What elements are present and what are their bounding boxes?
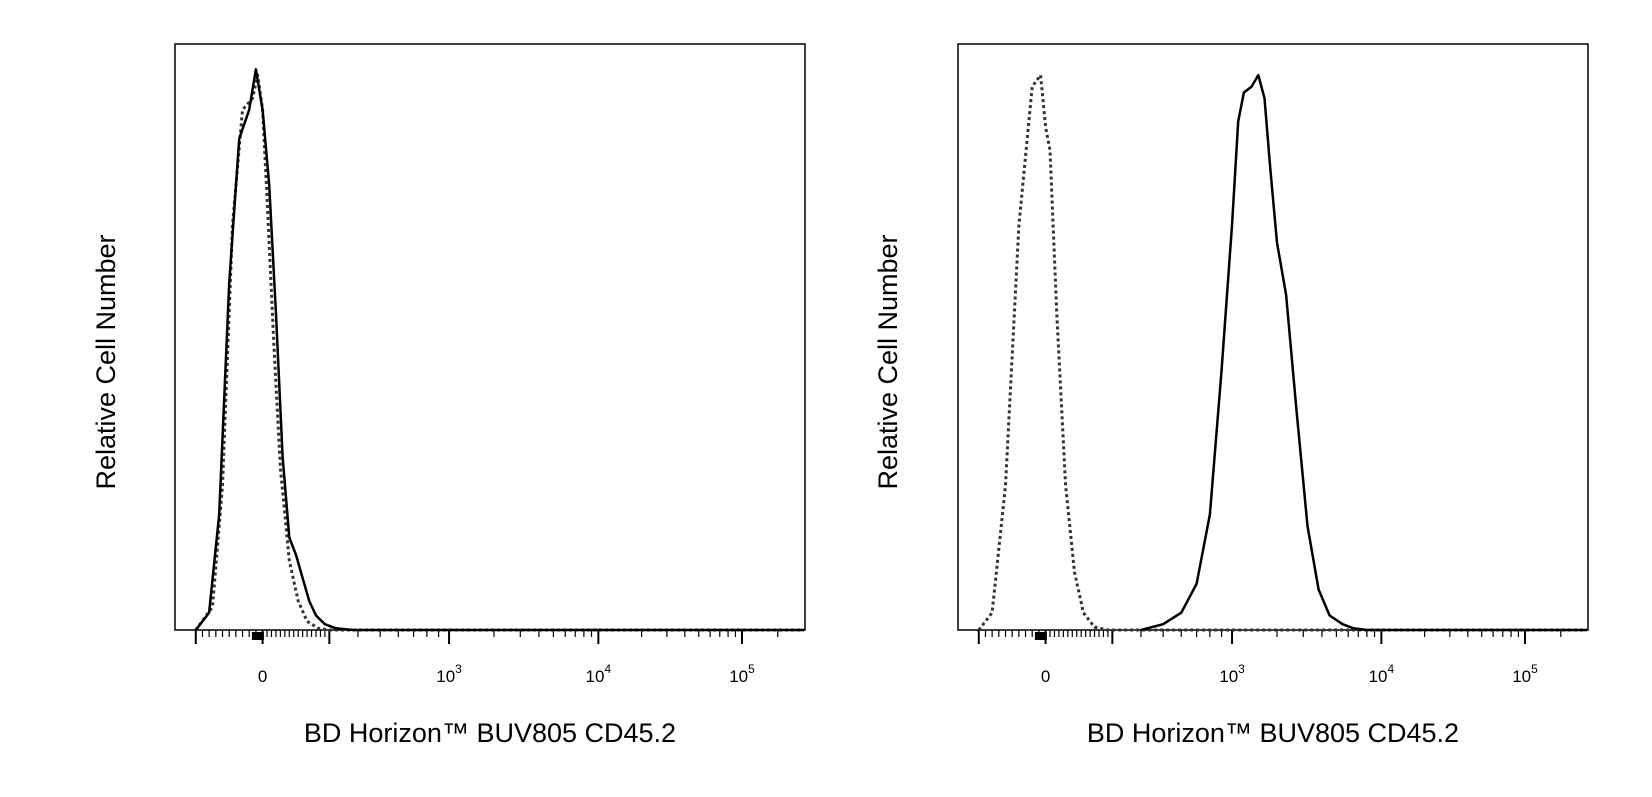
- x-tick-label: 104: [1369, 662, 1395, 686]
- control-histogram-line: [194, 73, 804, 632]
- stained-histogram-line: [194, 68, 804, 632]
- histogram-panel-2: 0 103 104 105 BD Horizon™ BUV805 CD45.2 Relat…: [873, 43, 1589, 748]
- x-zero-marker: [251, 632, 264, 640]
- x-minor-ticks: [201, 630, 779, 640]
- plot-frame: [174, 43, 806, 631]
- x-tick-label: 0: [1041, 667, 1050, 686]
- y-axis-label: Relative Cell Number: [873, 234, 903, 489]
- histogram-panel-1: 0 103 104 105 BD Horizon™ BUV805 CD45.2 Relat…: [91, 43, 806, 748]
- x-axis-label: BD Horizon™ BUV805 CD45.2: [1087, 718, 1459, 748]
- x-tick-label: 105: [729, 662, 755, 686]
- y-axis-label: Relative Cell Number: [91, 234, 121, 489]
- x-tick-label: 104: [586, 662, 612, 686]
- x-tick-label: 103: [436, 662, 462, 686]
- x-axis-label: BD Horizon™ BUV805 CD45.2: [304, 718, 676, 748]
- plot-frame: [957, 43, 1589, 631]
- x-zero-marker: [1034, 632, 1047, 640]
- x-tick-label: 0: [258, 667, 267, 686]
- x-tick-label: 103: [1219, 662, 1245, 686]
- control-histogram-line: [977, 73, 1587, 632]
- x-tick-label: 105: [1512, 662, 1538, 686]
- stained-histogram-line: [1140, 73, 1587, 632]
